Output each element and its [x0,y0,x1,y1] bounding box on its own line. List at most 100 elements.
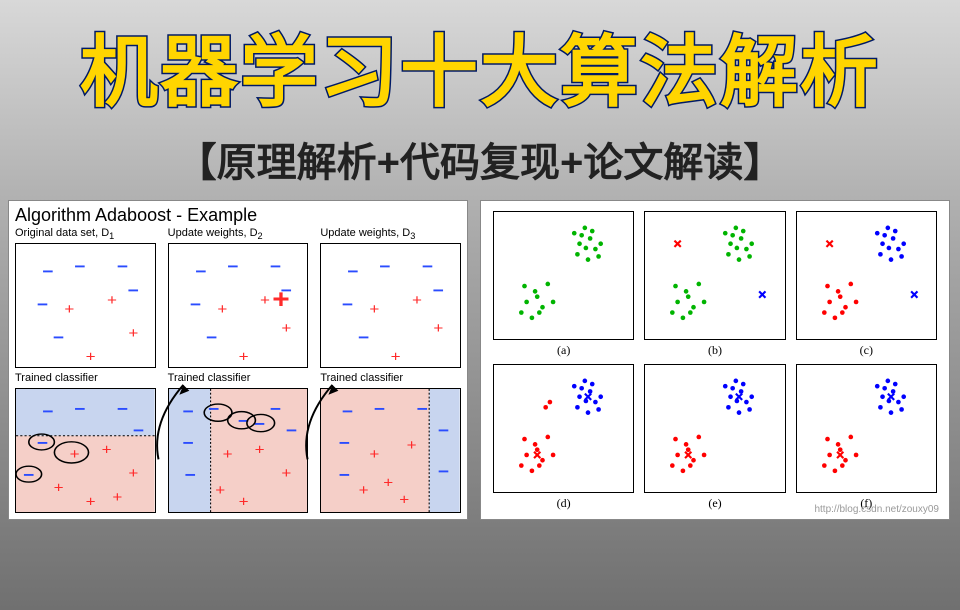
scatter-box [644,211,785,340]
adaboost-cell-label: Trained classifier [320,372,403,384]
svg-text:−: − [380,257,391,276]
svg-text:+: + [54,479,64,496]
svg-text:−: − [128,281,139,300]
svg-text:−: − [280,281,291,300]
svg-text:+: + [102,441,112,458]
svg-text:−: − [74,399,85,418]
adaboost-box: ++++−−−−−− [320,243,461,368]
svg-text:−: − [227,257,238,276]
svg-text:−: − [422,257,433,276]
svg-text:−: − [53,328,64,347]
scatter-label: (b) [644,343,785,358]
adaboost-cell-label: Update weights, D2 [168,227,263,241]
adaboost-box: +++++−−−−−−−− [168,388,309,513]
svg-text:−: − [270,257,281,276]
adaboost-cell-2: Update weights, D3++++−−−−−− [318,229,463,370]
svg-text:+: + [391,348,401,365]
svg-text:+: + [281,320,291,337]
adaboost-cell-5: Trained classifier+++++−−−−−−− [318,374,463,515]
svg-text:+: + [238,348,248,365]
scatter-cell-f: (f) [796,364,937,513]
scatter-cell-a: (a) [493,211,634,360]
svg-text:+: + [407,437,417,454]
adaboost-cell-label: Trained classifier [168,372,251,384]
scatter-cell-c: (c) [796,211,937,360]
svg-text:−: − [117,257,128,276]
svg-text:−: − [339,433,350,452]
adaboost-cell-label: Update weights, D3 [320,227,415,241]
svg-text:+: + [215,482,225,499]
svg-text:−: − [342,295,353,314]
svg-text:+: + [64,301,74,318]
svg-text:+: + [370,446,380,463]
svg-text:+: + [86,493,96,510]
svg-text:−: − [190,295,201,314]
scatter-label: (d) [493,496,634,511]
svg-text:+: + [112,489,122,506]
adaboost-box: ++++−−−−−− [15,243,156,368]
svg-text:−: − [438,421,449,440]
svg-text:−: − [42,262,53,281]
svg-text:+: + [70,446,80,463]
scatter-cell-b: (b) [644,211,785,360]
svg-text:+: + [254,441,264,458]
svg-text:−: − [438,462,449,481]
scatter-cell-d: (d) [493,364,634,513]
svg-text:+: + [238,493,248,510]
scatter-label: (a) [493,343,634,358]
adaboost-cell-label: Original data set, D1 [15,227,114,241]
watermark-text: http://blog.csdn.net/zouxy09 [814,504,939,515]
svg-text:+: + [412,292,422,309]
adaboost-title: Algorithm Adaboost - Example [9,201,467,226]
svg-text:+: + [217,301,227,318]
svg-text:+: + [281,465,291,482]
svg-text:−: − [342,402,353,421]
svg-text:−: − [270,399,281,418]
svg-text:−: − [339,466,350,485]
svg-text:−: − [433,281,444,300]
svg-text:−: − [133,421,144,440]
adaboost-panel: Algorithm Adaboost - Example Original da… [8,200,468,520]
svg-text:+: + [400,492,410,509]
svg-text:−: − [184,466,195,485]
svg-text:+: + [384,474,394,491]
svg-text:−: − [286,421,297,440]
adaboost-cell-4: Trained classifier+++++−−−−−−−− [166,374,311,515]
svg-text:−: − [195,262,206,281]
adaboost-box: +++++−−−−−−− [320,388,461,513]
svg-text:−: − [74,257,85,276]
svg-text:+: + [128,465,138,482]
scatter-box [493,211,634,340]
scatter-panel: (a) (b) (c) (d) (e) (f) http://blog.csdn.net/… [480,200,950,520]
svg-text:−: − [374,399,385,418]
adaboost-box: +++++−−−−−− [168,243,309,368]
svg-text:+: + [370,301,380,318]
scatter-label: (e) [644,496,785,511]
adaboost-cell-0: Original data set, D1++++−−−−−− [13,229,158,370]
svg-text:−: − [348,262,359,281]
svg-text:−: − [206,328,217,347]
svg-text:+: + [260,292,270,309]
svg-text:+: + [128,325,138,342]
svg-text:−: − [358,328,369,347]
svg-text:−: − [42,402,53,421]
subtitle: 【原理解析+代码复现+论文解读】 [0,130,960,188]
svg-text:−: − [208,399,219,418]
svg-text:+: + [434,320,444,337]
scatter-box [644,364,785,493]
scatter-box [796,364,937,493]
scatter-box [796,211,937,340]
adaboost-box: ++++++−−−−−− [15,388,156,513]
adaboost-cell-1: Update weights, D2+++++−−−−−− [166,229,311,370]
adaboost-cell-label: Trained classifier [15,372,98,384]
svg-text:+: + [107,292,117,309]
svg-text:−: − [117,399,128,418]
svg-text:+: + [86,348,96,365]
svg-text:−: − [417,399,428,418]
scatter-label: (c) [796,343,937,358]
panels-row: Algorithm Adaboost - Example Original da… [0,188,960,520]
adaboost-cell-3: Trained classifier++++++−−−−−− [13,374,158,515]
svg-text:+: + [222,446,232,463]
main-title: 机器学习十大算法解析 [0,10,960,122]
svg-text:−: − [37,295,48,314]
